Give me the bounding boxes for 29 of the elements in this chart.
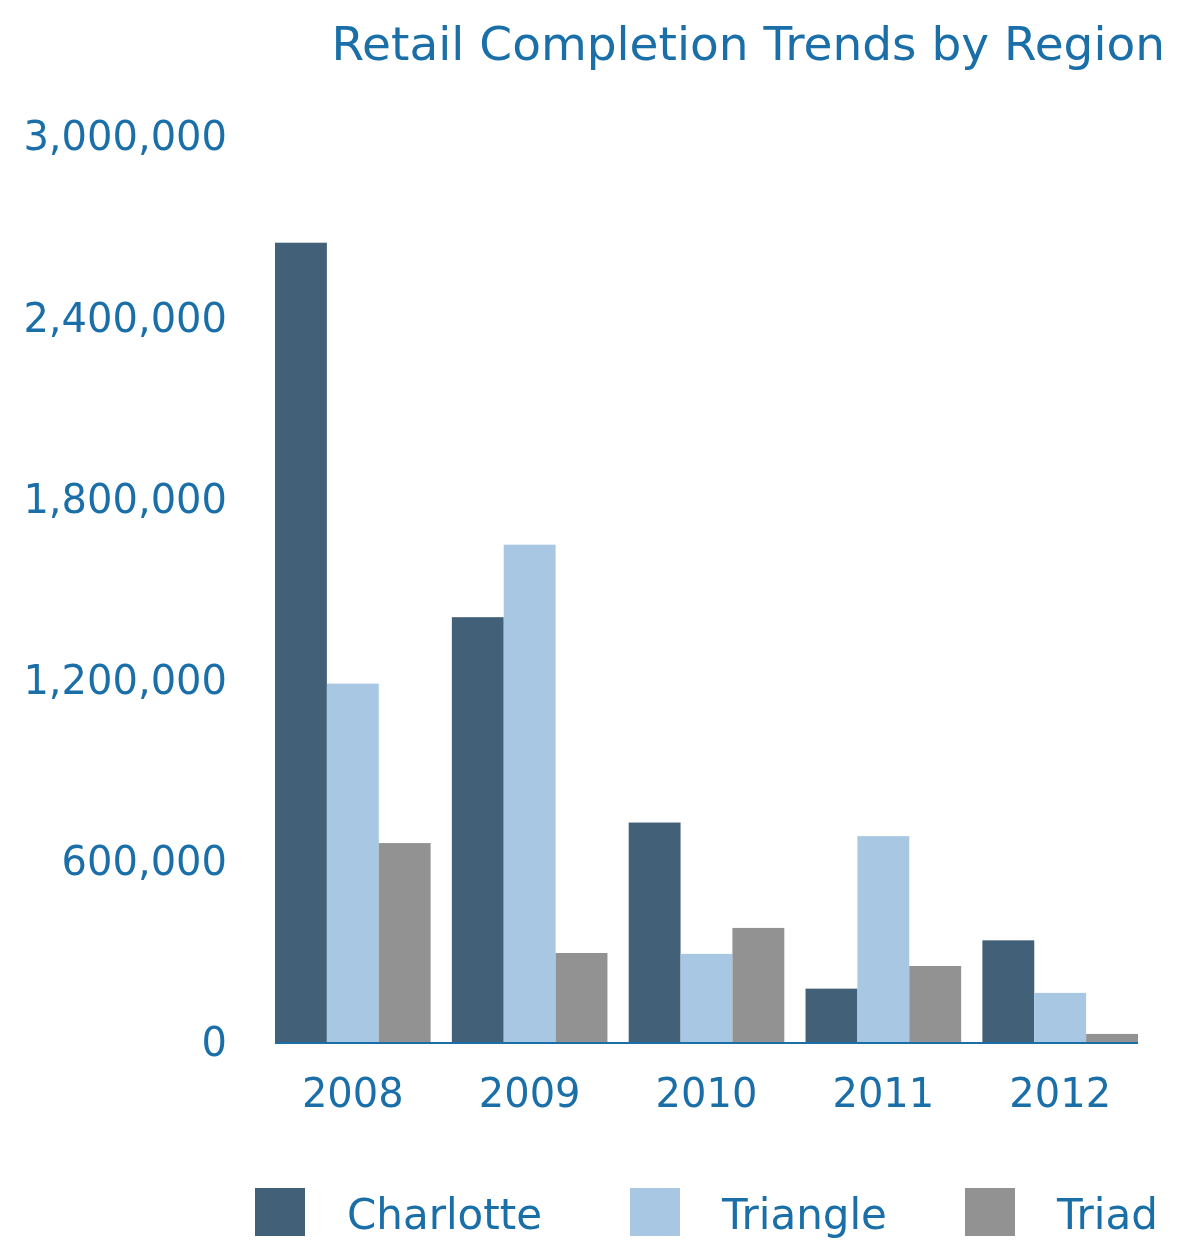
bar xyxy=(628,822,681,1043)
x-tick-label: 2010 xyxy=(655,1070,758,1117)
chart-title: Retail Completion Trends by Region xyxy=(331,16,1165,71)
x-tick-label: 2011 xyxy=(832,1070,935,1117)
y-tick-label: 0 xyxy=(201,1019,227,1066)
bar xyxy=(909,965,962,1043)
y-tick-label: 2,400,000 xyxy=(23,294,227,341)
bar xyxy=(1034,992,1087,1043)
legend-label: Triangle xyxy=(721,1190,887,1239)
bar xyxy=(805,988,858,1043)
bar xyxy=(680,953,733,1043)
bar xyxy=(503,544,556,1043)
y-tick-label: 3,000,000 xyxy=(23,113,227,160)
y-tick-label: 1,800,000 xyxy=(23,475,227,522)
y-tick-label: 600,000 xyxy=(61,838,227,885)
y-tick-label: 1,200,000 xyxy=(23,656,227,703)
legend-label: Charlotte xyxy=(347,1190,543,1239)
bar xyxy=(732,927,785,1043)
bar xyxy=(451,617,504,1043)
x-tick-label: 2012 xyxy=(1009,1070,1112,1117)
bar xyxy=(555,953,608,1043)
legend-label: Triad xyxy=(1056,1190,1158,1239)
bar xyxy=(275,242,327,1043)
bar xyxy=(982,940,1035,1043)
bar xyxy=(378,843,431,1043)
x-tick-label: 2009 xyxy=(478,1070,581,1117)
x-tick-label: 2008 xyxy=(301,1070,404,1117)
bar xyxy=(857,836,910,1043)
bar xyxy=(326,683,379,1043)
